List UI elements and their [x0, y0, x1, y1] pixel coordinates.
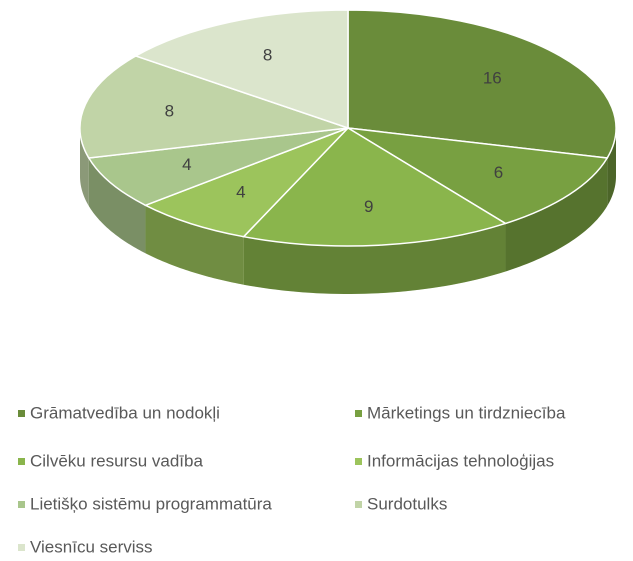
- slice-side-shade: [88, 157, 146, 254]
- data-label: 4: [236, 182, 245, 201]
- data-label: 4: [182, 155, 191, 174]
- legend-label: Lietišķo sistēmu programmatūra: [30, 494, 272, 513]
- slice-side: [243, 223, 506, 294]
- slice: [87, 127, 349, 207]
- slice: [242, 127, 508, 247]
- slice: [133, 9, 349, 130]
- legend-label: Surdotulks: [367, 494, 447, 513]
- slice: [143, 127, 349, 238]
- legend-label: Grāmatvedība un nodokļi: [30, 403, 220, 422]
- legend-label: Informācijas tehnoloģijas: [367, 451, 554, 470]
- slice-side: [145, 205, 244, 285]
- data-label: 6: [494, 163, 503, 182]
- slice: [347, 127, 609, 225]
- legend-swatch: [18, 544, 25, 551]
- legend-swatch: [18, 501, 25, 508]
- slice-side: [88, 157, 146, 254]
- slice: [79, 55, 349, 159]
- legend-label: Viesnīcu serviss: [30, 537, 153, 556]
- data-label: 16: [483, 68, 502, 87]
- slice-side-shade: [145, 205, 244, 285]
- slice-side: [607, 128, 616, 206]
- legend-label: Mārketings un tirdzniecība: [367, 403, 566, 422]
- data-label: 9: [364, 197, 373, 216]
- slice-side-shade: [243, 223, 506, 294]
- data-label: 8: [263, 45, 272, 64]
- legend-swatch: [355, 458, 362, 465]
- legend-swatch: [18, 410, 25, 417]
- data-label: 8: [165, 102, 174, 121]
- legend-swatch: [18, 458, 25, 465]
- slice-side-shade: [80, 128, 89, 206]
- legend-swatch: [355, 501, 362, 508]
- legend-swatch: [355, 410, 362, 417]
- slice-side-shade: [607, 128, 616, 206]
- slice: [347, 9, 617, 159]
- slice-side: [80, 128, 89, 206]
- legend-label: Cilvēku resursu vadība: [30, 451, 203, 470]
